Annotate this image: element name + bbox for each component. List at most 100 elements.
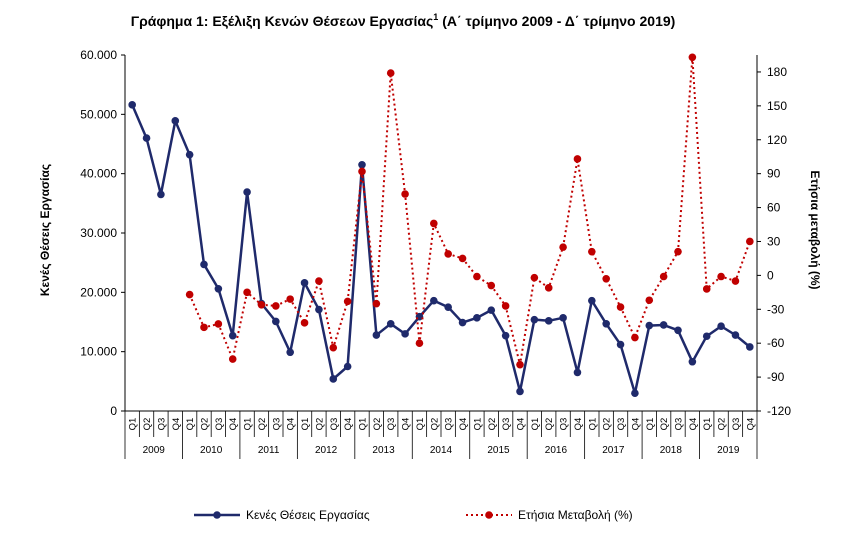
annual-change-point [257,300,266,309]
vacancies-point [487,306,496,314]
vacancies-point [128,101,136,109]
quarter-label: Q3 [386,418,397,431]
right-tick-label: 120 [767,133,787,147]
vacancies-point [343,362,352,371]
vacancies-point [588,296,596,305]
annual-change-point [487,281,496,290]
annual-change-point [200,323,208,332]
vacancies-line [131,104,751,394]
plot-area: 0 10.000 20.000 30.000 40.000 50.000 60.000 -12… [80,48,791,459]
legend: Κενές Θέσεις Εργασίας Ετήσια Μεταβολή (%… [194,508,633,522]
annual-change-point [473,272,481,281]
vacancies-point [473,314,481,322]
annual-change-point [731,277,740,285]
quarter-label: Q3 [674,418,685,431]
vacancies-point [286,348,294,357]
quarter-label: Q3 [444,418,455,431]
annual-change-point [530,273,539,282]
quarter-label: Q4 [286,418,297,431]
quarter-label: Q2 [200,418,211,431]
annual-change-point [645,296,654,305]
quarter-label: Q4 [688,418,699,431]
year-label: 2010 [200,445,223,456]
year-label: 2015 [487,445,510,456]
annual-change-point [358,167,366,176]
quarter-label: Q4 [343,418,354,431]
right-tick-label: -30 [767,302,785,316]
annual-change-point [415,339,424,347]
vacancies-point [142,134,151,142]
vacancies-point [616,340,625,349]
quarter-label: Q2 [717,418,728,431]
vacancies-point [573,368,582,377]
annual-change-point [659,272,668,281]
quarter-label: Q4 [573,418,584,431]
vacancies-point [458,318,467,327]
quarter-label: Q3 [214,418,225,431]
right-tick-label: 150 [767,99,787,113]
annual-change-point [588,247,596,256]
vacancies-point [501,331,510,340]
year-label: 2016 [545,445,568,456]
quarter-label: Q2 [429,418,440,431]
annual-change-point [544,284,553,292]
year-label: 2018 [660,445,683,456]
right-tick-label: -60 [767,336,785,350]
quarter-label: Q1 [702,418,713,431]
vacancies-point [372,331,381,339]
annual-change-point [185,290,194,299]
vacancies-point [645,321,654,330]
quarter-label: Q1 [472,418,483,431]
vacancies-point [746,343,754,351]
vacancies-point [731,331,740,339]
annual-change-point [573,155,582,163]
quarter-label: Q1 [645,418,656,431]
annual-change-point [501,302,510,310]
left-tick-label: 30.000 [80,226,117,240]
quarter-label: Q1 [530,418,541,431]
vacancies-point [228,331,237,340]
quarter-label: Q2 [487,418,498,431]
annual-change-point [444,250,452,258]
quarter-label: Q3 [731,418,742,431]
annual-change-point [315,277,323,285]
vacancies-point [659,321,668,329]
annual-change-point [286,295,294,303]
vacancies-point [185,150,194,159]
quarter-label: Q2 [314,418,325,431]
year-label: 2014 [430,445,453,456]
right-tick-label: -90 [767,370,785,384]
vacancies-point [157,190,165,199]
quarter-label: Q1 [415,418,426,431]
year-label: 2011 [258,445,280,456]
quarter-label: Q4 [458,418,469,431]
vacancies-point [315,305,323,314]
quarter-label: Q2 [544,418,555,431]
right-tick-label: 180 [767,65,787,79]
vacancies-point [516,387,524,396]
chart-title-main: Γράφημα 1: Εξέλιξη Κενών Θέσεων Εργασίας [131,13,434,29]
vacancies-point [171,117,180,125]
vacancies-point [200,260,208,269]
quarter-label: Q1 [358,418,369,431]
left-tick-label: 0 [110,404,117,418]
annual-change-point [631,333,639,342]
annual-change-point [214,320,223,328]
left-tick-label: 50.000 [80,107,117,121]
annual-change-point [616,303,625,311]
vacancies-point [559,314,567,322]
vacancies-point [544,317,553,325]
vacancies-point [444,303,452,311]
annual-change-point [516,360,524,369]
right-tick-label: 90 [767,167,781,181]
quarter-label: Q4 [228,418,239,431]
vacancies-point [530,315,539,324]
quarter-label: Q3 [271,418,282,431]
quarter-label: Q3 [329,418,340,431]
vacancies-point [358,160,366,169]
legend-label-vacancies: Κενές Θέσεις Εργασίας [246,508,370,522]
vacancies-point [272,317,280,326]
right-axis-title: Ετήσια μεταβολή (%) [808,170,822,289]
quarter-label: Q4 [630,418,641,431]
annual-change-point [430,219,438,228]
